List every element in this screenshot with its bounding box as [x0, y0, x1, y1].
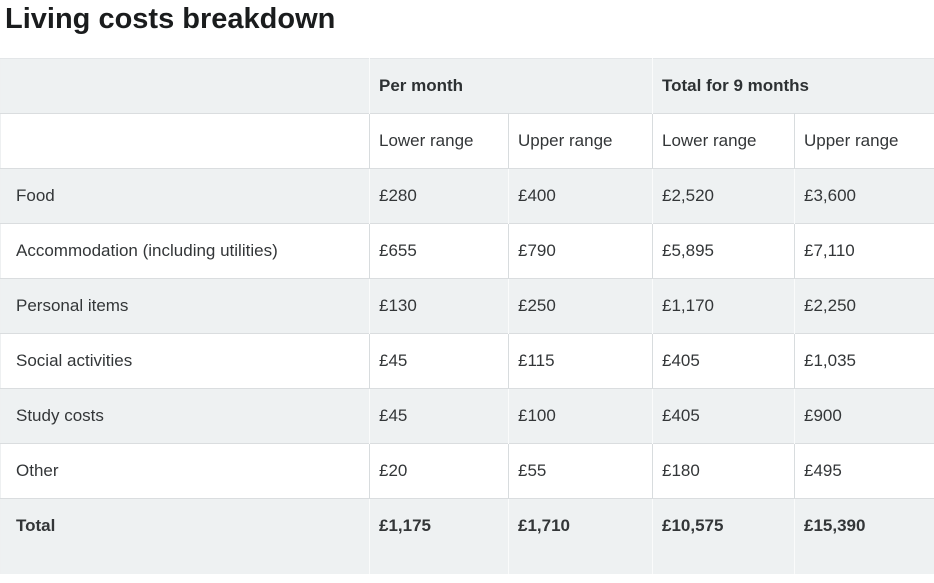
row-value: £790 — [508, 223, 653, 279]
row-label: Other — [16, 460, 59, 480]
row-value: £1,175 — [369, 498, 509, 575]
row-value: £1,170 — [652, 278, 795, 334]
row-value: £1,035 — [793, 333, 934, 389]
table-row: Study costs £45 £100 £405 £900 — [0, 388, 934, 444]
row-value: £400 — [508, 168, 653, 224]
table-row: Other £20 £55 £180 £495 — [0, 443, 934, 499]
row-value: £250 — [508, 278, 653, 334]
row-value: £1,710 — [508, 498, 653, 575]
column-group-total-9-months: Total for 9 months — [651, 58, 934, 114]
row-value: £2,250 — [793, 278, 934, 334]
row-value: £45 — [369, 388, 509, 444]
row-value: £3,600 — [793, 168, 934, 224]
subheader-per-month-upper: Upper range — [508, 113, 653, 169]
row-value: £115 — [508, 333, 653, 389]
table-subheader-row: Lower range Upper range Lower range Uppe… — [0, 113, 934, 169]
row-value: £180 — [652, 443, 795, 499]
column-group-per-month: Per month — [369, 58, 653, 114]
subheader-per-month-lower: Lower range — [369, 113, 509, 169]
corner-cell — [1, 58, 370, 113]
row-value: £2,520 — [652, 168, 795, 224]
row-value: £495 — [793, 443, 934, 499]
row-label: Study costs — [16, 405, 104, 425]
page-title: Living costs breakdown — [5, 3, 336, 35]
living-costs-table-container: Per month Total for 9 months Lower range… — [0, 57, 934, 575]
subheader-total-upper: Upper range — [793, 113, 934, 169]
table-row: Personal items £130 £250 £1,170 £2,250 — [0, 278, 934, 334]
table-body: Food £280 £400 £2,520 £3,600 Accommodati… — [0, 168, 934, 575]
row-value: £20 — [369, 443, 509, 499]
row-label: Social activities — [16, 350, 133, 370]
row-value: £5,895 — [652, 223, 795, 279]
row-value: £7,110 — [793, 223, 934, 279]
table-row: Social activities £45 £115 £405 £1,035 — [0, 333, 934, 389]
row-value: £900 — [793, 388, 934, 444]
row-value: £15,390 — [793, 498, 934, 575]
row-value: £10,575 — [652, 498, 795, 575]
corner-cell — [1, 113, 370, 168]
row-label: Food — [16, 185, 55, 205]
row-value: £45 — [369, 333, 509, 389]
living-costs-table: Per month Total for 9 months Lower range… — [0, 57, 934, 575]
row-value: £280 — [369, 168, 509, 224]
row-value: £130 — [369, 278, 509, 334]
row-label: Accommodation (including utilities) — [16, 240, 278, 260]
row-value: £405 — [652, 333, 795, 389]
table-row: Total £1,175 £1,710 £10,575 £15,390 — [0, 498, 934, 575]
subheader-total-lower: Lower range — [652, 113, 795, 169]
table-row: Food £280 £400 £2,520 £3,600 — [0, 168, 934, 224]
row-value: £100 — [508, 388, 653, 444]
row-value: £655 — [369, 223, 509, 279]
row-label: Personal items — [16, 295, 129, 315]
row-value: £55 — [508, 443, 653, 499]
table-group-header-row: Per month Total for 9 months — [0, 58, 934, 114]
table-row: Accommodation (including utilities) £655… — [0, 223, 934, 279]
row-label: Total — [16, 515, 56, 535]
row-value: £405 — [652, 388, 795, 444]
